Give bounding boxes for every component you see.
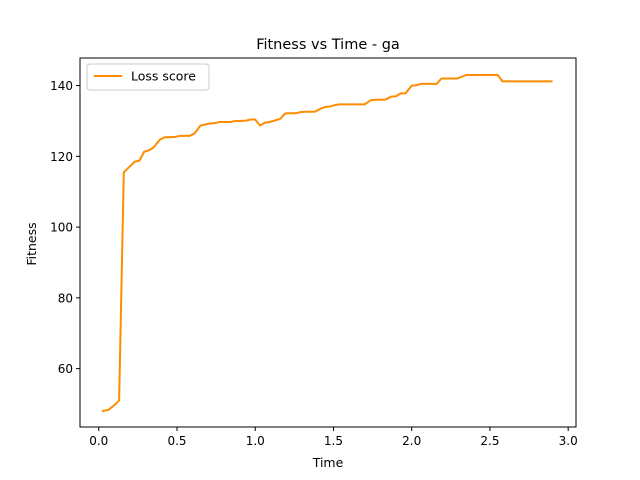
x-tick-label: 2.5 <box>480 434 499 448</box>
x-tick-label: 2.0 <box>402 434 421 448</box>
plot-area: 0.0 0.5 1.0 1.5 2.0 2.5 3.0 60 80 100 120 140 <box>50 57 578 448</box>
legend-box <box>86 63 210 91</box>
y-tick-label: 80 <box>58 291 73 305</box>
x-axis-label: Time <box>312 455 344 470</box>
series-line-0 <box>101 73 553 413</box>
x-tick-label: 3.0 <box>559 434 578 448</box>
y-tick-label: 100 <box>50 221 73 235</box>
y-axis-label: Fitness <box>24 222 39 265</box>
axes-frame <box>79 57 577 428</box>
y-tick-label: 60 <box>58 362 73 376</box>
x-tick-label: 1.5 <box>324 434 343 448</box>
x-tick-label: 0.0 <box>89 434 108 448</box>
legend: Loss score <box>86 63 210 91</box>
y-tick-label: 120 <box>50 150 73 164</box>
legend-label: Loss score <box>131 69 196 84</box>
x-tick-label: 0.5 <box>167 434 186 448</box>
chart-title: Fitness vs Time - ga <box>256 37 400 53</box>
x-tick-label: 1.0 <box>246 434 265 448</box>
y-tick-label: 140 <box>50 79 73 93</box>
